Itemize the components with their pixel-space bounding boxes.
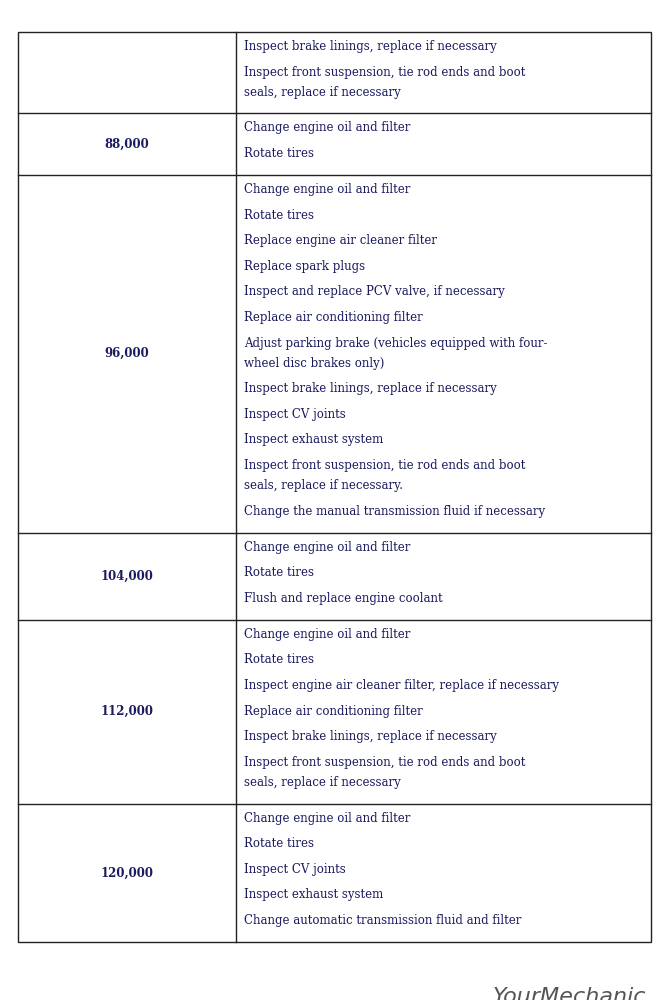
Text: Rotate tires: Rotate tires <box>244 837 314 850</box>
Text: 120,000: 120,000 <box>101 866 153 879</box>
Text: Inspect brake linings, replace if necessary: Inspect brake linings, replace if necess… <box>244 40 497 53</box>
Text: Rotate tires: Rotate tires <box>244 566 314 579</box>
Text: Inspect and replace PCV valve, if necessary: Inspect and replace PCV valve, if necess… <box>244 285 505 298</box>
Text: Inspect exhaust system: Inspect exhaust system <box>244 433 384 446</box>
Text: Flush and replace engine coolant: Flush and replace engine coolant <box>244 592 443 605</box>
Text: Replace air conditioning filter: Replace air conditioning filter <box>244 705 423 718</box>
Text: Inspect brake linings, replace if necessary: Inspect brake linings, replace if necess… <box>244 730 497 743</box>
Text: seals, replace if necessary: seals, replace if necessary <box>244 776 401 789</box>
Text: seals, replace if necessary.: seals, replace if necessary. <box>244 479 404 492</box>
Text: Rotate tires: Rotate tires <box>244 653 314 666</box>
Text: 104,000: 104,000 <box>101 570 153 583</box>
Text: Replace air conditioning filter: Replace air conditioning filter <box>244 311 423 324</box>
Text: Change engine oil and filter: Change engine oil and filter <box>244 812 411 825</box>
Text: Change engine oil and filter: Change engine oil and filter <box>244 183 411 196</box>
Text: YourMechanic: YourMechanic <box>492 987 646 1000</box>
Text: Change engine oil and filter: Change engine oil and filter <box>244 121 411 134</box>
Text: 96,000: 96,000 <box>105 347 149 360</box>
Text: Rotate tires: Rotate tires <box>244 209 314 222</box>
Text: Inspect front suspension, tie rod ends and boot: Inspect front suspension, tie rod ends a… <box>244 756 526 769</box>
Text: 112,000: 112,000 <box>101 705 153 718</box>
Text: Inspect engine air cleaner filter, replace if necessary: Inspect engine air cleaner filter, repla… <box>244 679 560 692</box>
Text: Inspect front suspension, tie rod ends and boot: Inspect front suspension, tie rod ends a… <box>244 66 526 79</box>
Text: Change engine oil and filter: Change engine oil and filter <box>244 541 411 554</box>
Text: Inspect brake linings, replace if necessary: Inspect brake linings, replace if necess… <box>244 382 497 395</box>
Text: Inspect CV joints: Inspect CV joints <box>244 408 346 421</box>
Text: Inspect CV joints: Inspect CV joints <box>244 863 346 876</box>
Text: Change engine oil and filter: Change engine oil and filter <box>244 628 411 641</box>
Text: 88,000: 88,000 <box>105 138 149 151</box>
Text: Inspect exhaust system: Inspect exhaust system <box>244 888 384 901</box>
Text: Replace spark plugs: Replace spark plugs <box>244 260 366 273</box>
Text: Change the manual transmission fluid if necessary: Change the manual transmission fluid if … <box>244 505 546 518</box>
Text: Rotate tires: Rotate tires <box>244 147 314 160</box>
Text: Change automatic transmission fluid and filter: Change automatic transmission fluid and … <box>244 914 522 927</box>
Text: Adjust parking brake (vehicles equipped with four-: Adjust parking brake (vehicles equipped … <box>244 337 548 350</box>
Text: Replace engine air cleaner filter: Replace engine air cleaner filter <box>244 234 438 247</box>
Text: seals, replace if necessary: seals, replace if necessary <box>244 86 401 99</box>
Text: wheel disc brakes only): wheel disc brakes only) <box>244 357 385 370</box>
Text: Inspect front suspension, tie rod ends and boot: Inspect front suspension, tie rod ends a… <box>244 459 526 472</box>
